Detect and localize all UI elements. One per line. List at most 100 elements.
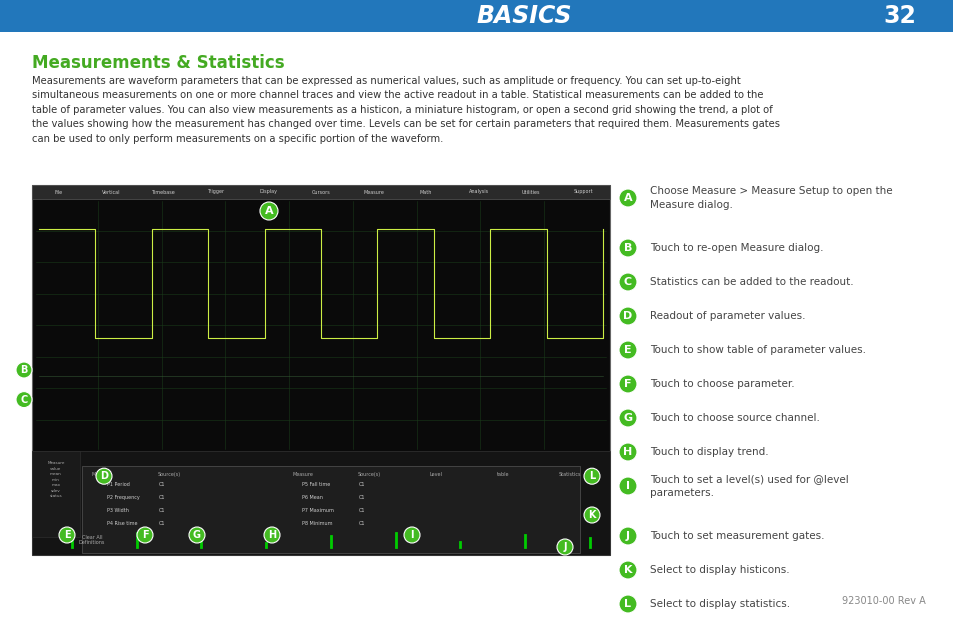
- Text: Statistics: Statistics: [558, 472, 580, 476]
- Text: E: E: [64, 530, 71, 540]
- Text: File: File: [54, 190, 62, 195]
- Text: P7 Maximum: P7 Maximum: [302, 508, 334, 513]
- Text: C1: C1: [158, 494, 165, 500]
- Text: G: G: [193, 530, 201, 540]
- Circle shape: [557, 539, 573, 555]
- Text: P8 Minimum: P8 Minimum: [302, 521, 333, 526]
- Bar: [82, 466, 579, 553]
- Text: Level: Level: [430, 472, 442, 476]
- Bar: [0, 0, 953, 32]
- Text: C: C: [623, 277, 632, 287]
- Text: P6 Mean: P6 Mean: [302, 494, 322, 500]
- Text: P4 Rise time: P4 Rise time: [107, 521, 137, 526]
- Circle shape: [618, 307, 637, 325]
- Text: Vertical: Vertical: [101, 190, 120, 195]
- Circle shape: [618, 341, 637, 359]
- Text: 923010-00 Rev A: 923010-00 Rev A: [841, 596, 925, 606]
- Text: Statistics can be added to the readout.: Statistics can be added to the readout.: [649, 277, 853, 287]
- Circle shape: [137, 527, 152, 543]
- Text: BASICS: BASICS: [476, 4, 572, 28]
- Text: A: A: [623, 193, 632, 203]
- Text: J: J: [625, 531, 629, 541]
- Circle shape: [618, 273, 637, 291]
- Text: I: I: [625, 481, 629, 491]
- Text: C: C: [20, 395, 28, 405]
- Text: Clear All
Definitions: Clear All Definitions: [79, 535, 105, 546]
- Circle shape: [618, 561, 637, 579]
- Text: Select to display histicons.: Select to display histicons.: [649, 565, 789, 575]
- Text: P3 Width: P3 Width: [107, 508, 129, 513]
- Text: H: H: [622, 447, 632, 457]
- Circle shape: [618, 595, 637, 613]
- Circle shape: [618, 189, 637, 207]
- Text: L: L: [624, 599, 631, 609]
- Text: C1: C1: [358, 521, 365, 526]
- Text: Math: Math: [419, 190, 432, 195]
- Bar: [32, 185, 609, 555]
- Circle shape: [618, 527, 637, 545]
- Text: Touch to re-open Measure dialog.: Touch to re-open Measure dialog.: [649, 243, 822, 253]
- Circle shape: [59, 527, 75, 543]
- Circle shape: [403, 527, 419, 543]
- Text: 32: 32: [882, 4, 915, 28]
- Text: E: E: [623, 345, 631, 355]
- Text: Touch to set measurement gates.: Touch to set measurement gates.: [649, 531, 823, 541]
- Text: Choose Measure > Measure Setup to open the
Measure dialog.: Choose Measure > Measure Setup to open t…: [649, 187, 892, 210]
- Text: P1 Period: P1 Period: [107, 481, 130, 487]
- Text: Touch to show table of parameter values.: Touch to show table of parameter values.: [649, 345, 865, 355]
- Text: C1: C1: [158, 521, 165, 526]
- Circle shape: [618, 477, 637, 495]
- Text: F: F: [142, 530, 148, 540]
- Text: D: D: [622, 311, 632, 321]
- Text: Touch to choose source channel.: Touch to choose source channel.: [649, 413, 819, 423]
- Circle shape: [260, 202, 277, 220]
- Circle shape: [96, 468, 112, 484]
- Text: K: K: [623, 565, 632, 575]
- Circle shape: [618, 375, 637, 393]
- Text: Utilities: Utilities: [521, 190, 539, 195]
- Text: P5 Fall time: P5 Fall time: [302, 481, 330, 487]
- Text: Measurements are waveform parameters that can be expressed as numerical values, : Measurements are waveform parameters tha…: [32, 76, 780, 143]
- Circle shape: [618, 409, 637, 427]
- Text: D: D: [100, 471, 108, 481]
- Text: Measure: Measure: [363, 190, 383, 195]
- Text: L: L: [588, 471, 595, 481]
- Text: B: B: [20, 365, 28, 375]
- Text: Touch to set a level(s) used for @level
parameters.: Touch to set a level(s) used for @level …: [649, 475, 848, 497]
- Text: Touch to choose parameter.: Touch to choose parameter.: [649, 379, 794, 389]
- Text: B: B: [623, 243, 632, 253]
- Text: C1: C1: [358, 481, 365, 487]
- Text: J: J: [562, 542, 566, 552]
- Circle shape: [16, 362, 32, 378]
- Text: Measure: Measure: [292, 472, 313, 476]
- Text: Trigger: Trigger: [207, 190, 224, 195]
- Circle shape: [583, 468, 599, 484]
- Circle shape: [264, 527, 280, 543]
- Text: table: table: [497, 472, 509, 476]
- Circle shape: [189, 527, 205, 543]
- Text: C1: C1: [158, 481, 165, 487]
- Circle shape: [16, 392, 32, 408]
- Text: Select to display statistics.: Select to display statistics.: [649, 599, 789, 609]
- Text: Measure: Measure: [91, 472, 112, 476]
- Text: C1: C1: [358, 508, 365, 513]
- Text: F: F: [623, 379, 631, 389]
- Text: Display: Display: [259, 190, 277, 195]
- Text: C1: C1: [158, 508, 165, 513]
- Text: Analysis: Analysis: [468, 190, 488, 195]
- Bar: [32, 185, 609, 199]
- Text: G: G: [622, 413, 632, 423]
- Text: Support: Support: [574, 190, 593, 195]
- Text: Measure
value
mean
min
max
sdev
status: Measure value mean min max sdev status: [48, 462, 65, 498]
- Text: H: H: [268, 530, 275, 540]
- Text: Touch to display trend.: Touch to display trend.: [649, 447, 768, 457]
- Circle shape: [583, 507, 599, 523]
- Circle shape: [618, 239, 637, 257]
- Text: A: A: [264, 206, 273, 216]
- Text: Timebase: Timebase: [152, 190, 175, 195]
- Bar: [32, 451, 80, 536]
- Text: Cursors: Cursors: [312, 190, 330, 195]
- Text: Source(s): Source(s): [157, 472, 180, 476]
- Bar: [32, 451, 609, 555]
- Text: K: K: [588, 510, 595, 520]
